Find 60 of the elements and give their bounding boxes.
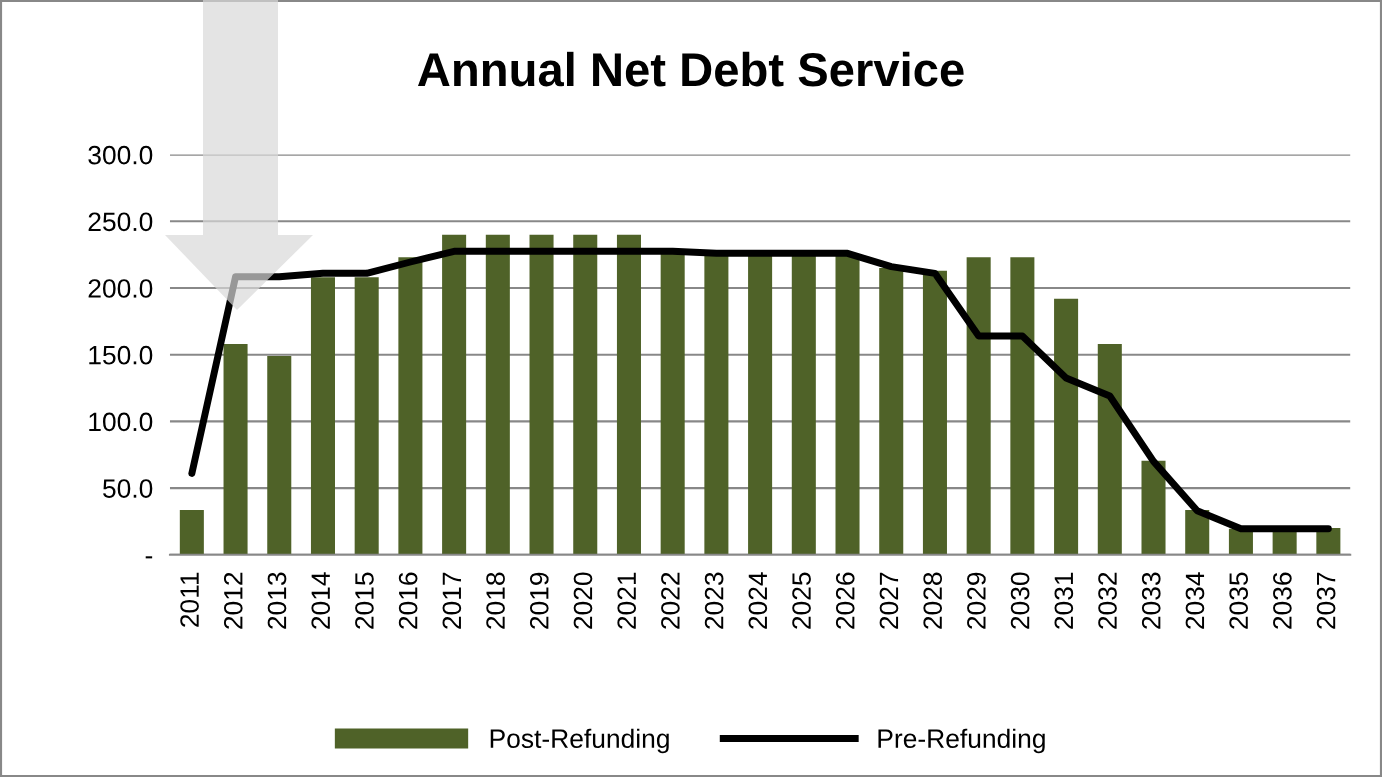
x-tick-label: 2031 (1054, 572, 1074, 629)
bar (223, 344, 248, 555)
x-tick-label: 2022 (661, 572, 680, 629)
bar (704, 254, 729, 555)
bar (791, 254, 816, 555)
x-tick-label: 2036 (1273, 572, 1292, 629)
x-tick-label: 2034 (1185, 572, 1205, 629)
y-tick-label: 50.0 (103, 479, 153, 498)
y-tick-label: - (145, 556, 153, 559)
x-tick-label: 2017 (442, 572, 462, 629)
legend-label: Pre-Refunding (878, 728, 1045, 754)
x-tick-label: 2014 (311, 572, 331, 629)
x-tick-label: 2020 (573, 572, 593, 629)
x-tick-label: 2035 (1229, 572, 1249, 629)
y-tick-label: 250.0 (88, 212, 153, 232)
legend-label: Post-Refunding (490, 728, 669, 754)
bar (835, 254, 860, 555)
x-tick-label: 2025 (792, 572, 811, 629)
bar (748, 254, 773, 555)
x-tick-label: 2023 (704, 572, 724, 629)
bar (179, 510, 204, 555)
bar (529, 234, 554, 555)
x-tick-label: 2029 (967, 572, 986, 629)
x-tick-label: 2026 (835, 572, 855, 629)
bar (267, 356, 292, 555)
x-tick-label: 2024 (748, 572, 768, 629)
x-tick-label: 2011 (180, 572, 199, 627)
x-tick-label: 2013 (267, 572, 287, 629)
chart-title: Annual Net Debt Service (417, 51, 964, 87)
bar (1097, 344, 1122, 555)
bar (1185, 510, 1210, 555)
y-tick-label: 200.0 (88, 279, 153, 298)
bar (354, 277, 379, 555)
x-tick-label: 2027 (879, 572, 899, 629)
x-tick-label: 2037 (1316, 572, 1336, 629)
bar (879, 268, 904, 555)
bar (310, 277, 335, 555)
y-tick-label: 300.0 (88, 145, 153, 165)
bar (485, 234, 510, 555)
bar (442, 234, 467, 555)
bar (1141, 460, 1166, 555)
y-tick-label: 150.0 (89, 345, 153, 365)
x-tick-label: 2033 (1141, 572, 1161, 629)
bar (922, 270, 947, 555)
bar (398, 257, 423, 555)
bar (573, 234, 598, 555)
x-tick-label: 2028 (923, 572, 943, 629)
x-tick-label: 2016 (398, 572, 418, 629)
x-tick-label: 2012 (223, 572, 243, 629)
x-tick-label: 2019 (529, 572, 549, 629)
x-tick-label: 2021 (617, 572, 637, 629)
bar (616, 234, 641, 555)
bar (1010, 257, 1035, 555)
x-tick-label: 2018 (486, 572, 505, 629)
x-tick-label: 2030 (1010, 572, 1030, 629)
x-tick-label: 2015 (355, 572, 374, 629)
y-tick-label: 100.0 (89, 412, 153, 432)
bar (966, 257, 991, 555)
bar (1054, 298, 1079, 555)
x-tick-label: 2032 (1098, 572, 1117, 629)
